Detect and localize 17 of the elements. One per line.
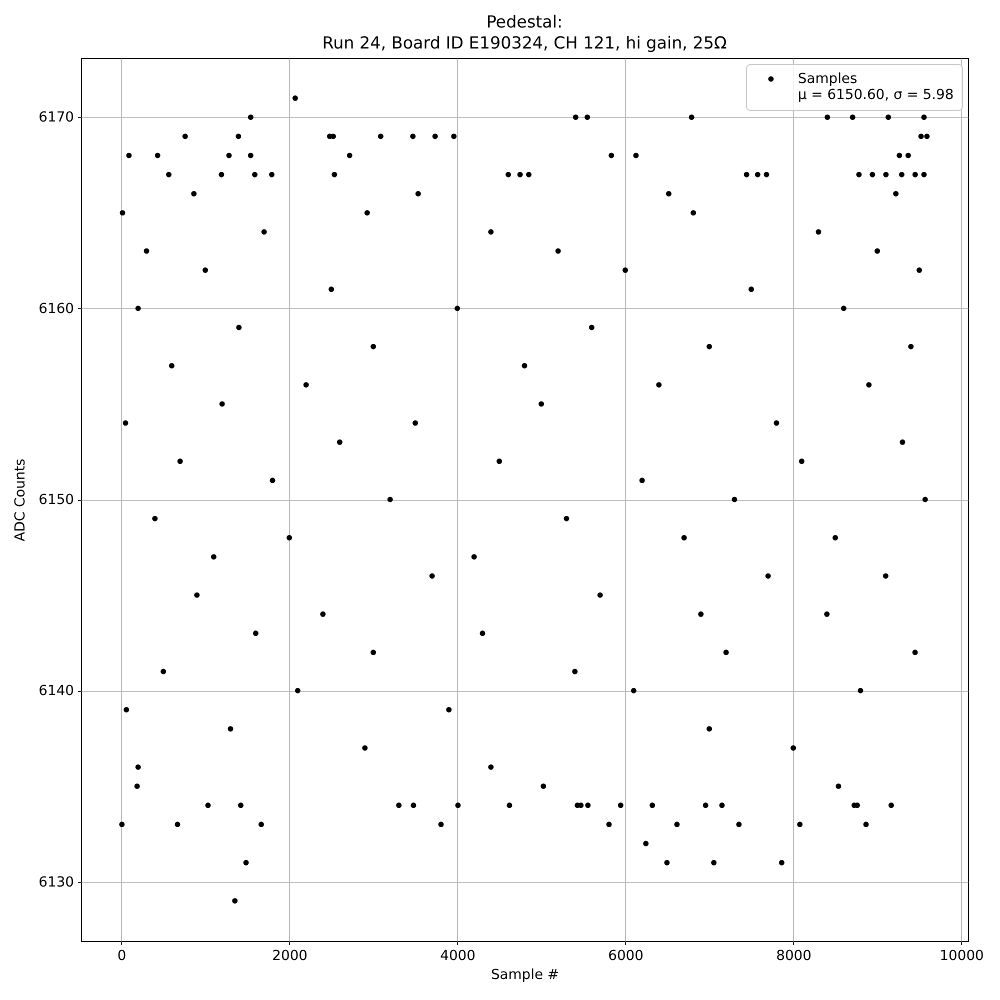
y-tick-label: 6150 bbox=[38, 492, 74, 508]
x-tick-label: 8000 bbox=[776, 948, 812, 964]
x-tick-label: 6000 bbox=[608, 948, 644, 964]
x-axis-title: Sample # bbox=[490, 966, 560, 983]
chart-subtitle: Run 24, Board ID E190324, CH 121, hi gain, 25Ω bbox=[322, 32, 728, 52]
y-tick-label: 6130 bbox=[38, 874, 74, 890]
y-tick-label: 6160 bbox=[38, 300, 74, 317]
legend-label: Samples bbox=[798, 70, 858, 87]
chart-title: Pedestal: bbox=[486, 12, 563, 32]
y-tick-label: 6140 bbox=[38, 683, 74, 700]
x-tick-label: 10000 bbox=[940, 948, 984, 964]
annotation: μ = 6150.60, σ = 5.98 bbox=[798, 86, 954, 103]
y-axis-title: ADC Counts bbox=[12, 458, 29, 542]
x-tick-label: 2000 bbox=[272, 948, 308, 964]
x-tick-label: 4000 bbox=[440, 948, 476, 964]
y-tick-label: 6170 bbox=[38, 110, 74, 126]
x-tick-label: 0 bbox=[117, 948, 126, 964]
